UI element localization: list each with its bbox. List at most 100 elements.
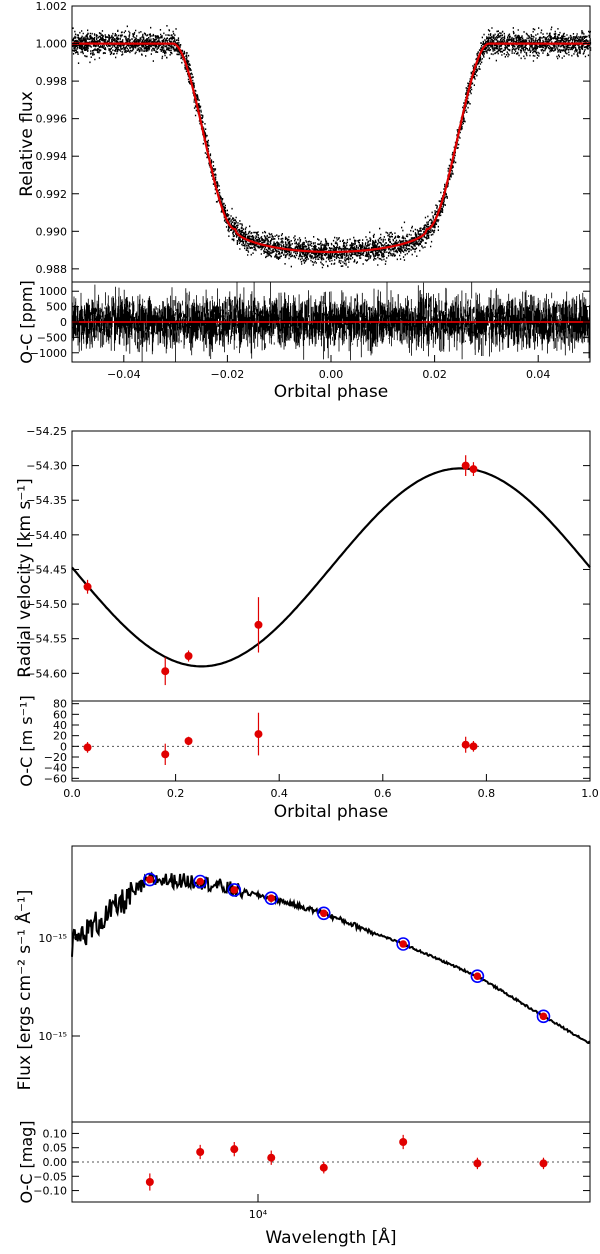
sed-residual-points	[145, 1134, 548, 1191]
rv-y-tick-label: −54.45	[26, 563, 67, 576]
sed-observed-point	[399, 940, 407, 948]
rv-residual-y-tick-label: 60	[53, 708, 67, 721]
rv-residual-y-tick-label: −40	[44, 762, 67, 775]
transit-model-curve	[72, 42, 590, 254]
sed-residual-point	[196, 1148, 205, 1156]
sed-residual-point	[473, 1159, 482, 1168]
sed-synthetic-point	[193, 874, 207, 889]
transit-y-tick-label: 1.000	[36, 38, 68, 51]
sed-xtick: 10⁴	[249, 1208, 268, 1221]
sed-residual-y-ticks: 0.10 0.050.00−0.05 −0.10	[33, 1127, 590, 1198]
transit-x-tick-label: 0.02	[422, 368, 447, 381]
rv-residual-point	[254, 730, 263, 739]
sed-observed-point	[319, 909, 328, 918]
transit-residual-y-ticks: −1000 −500 0 500 1000	[30, 285, 590, 360]
sed-observed-point	[146, 875, 154, 884]
sed-panel: 10⁻¹⁵ 10⁻¹⁵ Flux [ergs cm⁻² s⁻¹ Å⁻¹]	[13, 845, 591, 1123]
rv-residual-point	[83, 743, 92, 752]
rv-point	[161, 667, 170, 676]
sed-residual-point	[230, 1145, 239, 1154]
sed-residual-point	[399, 1138, 408, 1146]
sed-model-spectrum	[71, 871, 591, 1045]
sed-xlabel: Wavelength [Å]	[265, 1226, 396, 1248]
sed-residual-point	[539, 1159, 548, 1168]
transit-y-tick-label: 0.992	[36, 188, 68, 201]
rv-y-tick-label: −54.60	[26, 667, 67, 680]
rv-y-tick-label: −54.55	[26, 633, 67, 646]
transit-x-tick-label: −0.04	[107, 368, 141, 381]
rv-residual-point	[461, 740, 470, 749]
sed-residual-ylabel: O-C [mag]	[17, 1120, 36, 1203]
sed-photometry-points	[143, 872, 551, 1024]
sed-residual-y-tick-label: −0.05	[33, 1170, 67, 1183]
rv-residual-point	[161, 750, 170, 759]
sed-synthetic-point	[396, 937, 410, 951]
sed-observed-point	[473, 972, 482, 980]
sed-synthetic-point	[227, 883, 242, 897]
sed-residual-y-tick-label: −0.10	[33, 1185, 67, 1198]
rv-point	[184, 652, 193, 660]
sed-ylabel: Flux [ergs cm⁻² s⁻¹ Å⁻¹]	[13, 890, 35, 1091]
rv-ylabel: Radial velocity [km s⁻¹]	[15, 478, 35, 677]
sed-synthetic-point	[470, 969, 485, 983]
rv-residual-y-tick-label: −20	[44, 751, 67, 764]
rv-residual-ylabel: O-C [m s⁻¹]	[17, 695, 36, 786]
rv-y-tick-label: −54.50	[26, 598, 67, 611]
rv-point	[461, 461, 470, 470]
rv-x-ticks: 0.0 0.2 0.4 0.6 0.8 1.0	[63, 774, 599, 800]
transit-data-cloud	[72, 25, 592, 269]
rv-x-tick-label: 0.0	[63, 787, 81, 800]
rv-residual-y-tick-label: 40	[53, 719, 67, 732]
transit-y-tick-label: 0.994	[36, 150, 68, 163]
transit-x-ticks: −0.04 −0.02 0.00 0.02 0.04	[107, 355, 550, 381]
sed-synthetic-point	[264, 891, 279, 905]
transit-y-tick-label: 0.990	[36, 225, 68, 238]
sed-residual-panel: 0.10 0.050.00−0.05 −0.10 10⁴ O-C [mag] Wav…	[17, 1120, 591, 1248]
transit-residual-y-tick-label: −1000	[30, 347, 67, 360]
rv-residual-y-tick-label: 20	[53, 730, 67, 743]
rv-y-ticks: −54.25 −54.30 −54.35 −54.40 −54.45 −54.50 −54.…	[26, 425, 590, 680]
transit-residual-y-tick-label: 500	[46, 301, 67, 314]
rv-residual-point	[469, 742, 478, 751]
rv-x-tick-label: 0.2	[167, 787, 185, 800]
rv-residual-point	[184, 737, 193, 745]
rv-x-tick-label: 0.4	[270, 787, 288, 800]
sed-residual-point	[267, 1153, 276, 1162]
rv-residual-points	[83, 712, 478, 765]
rv-residual-plot-area	[71, 700, 591, 782]
rv-residual-y-tick-label: 80	[53, 698, 67, 711]
sed-ytick-2: 10⁻¹⁵	[38, 1030, 67, 1043]
rv-panel: −54.25 −54.30 −54.35 −54.40 −54.45 −54.50 −54.…	[15, 425, 591, 702]
rv-xlabel: Orbital phase	[274, 802, 388, 822]
transit-y-tick-label: 0.996	[36, 113, 68, 126]
rv-x-tick-label: 0.6	[374, 787, 392, 800]
rv-x-tick-label: 0.8	[478, 787, 496, 800]
transit-x-tick-label: 0.00	[319, 368, 344, 381]
transit-y-ticks: 0.988 0.990 0.992 0.994 0.996 0.998 1.000 1.002	[36, 0, 590, 276]
sed-synthetic-point	[536, 1009, 551, 1024]
rv-residual-y-tick-label: −60	[44, 772, 67, 785]
sed-observed-point	[230, 886, 239, 894]
rv-model-curve	[71, 467, 591, 668]
transit-panel: 0.988 0.990 0.992 0.994 0.996 0.998 1.000 1.002…	[17, 0, 592, 283]
sed-observed-point	[267, 894, 276, 902]
rv-data-points	[83, 455, 478, 686]
rv-y-tick-label: −54.40	[26, 529, 67, 542]
sed-residual-y-tick-label: 0.05	[43, 1142, 68, 1155]
transit-xlabel: Orbital phase	[274, 382, 388, 402]
transit-data-points	[72, 25, 592, 269]
rv-point	[83, 582, 92, 591]
rv-y-tick-label: −54.35	[26, 494, 67, 507]
sed-ytick-1: 10⁻¹⁵	[38, 932, 67, 945]
transit-residual-y-tick-label: 1000	[39, 285, 67, 298]
sed-synthetic-point	[143, 872, 157, 887]
transit-y-tick-label: 0.988	[36, 263, 68, 276]
sed-residual-y-tick-label: 0.00	[43, 1156, 68, 1169]
transit-residual-ylabel: O-C [ppm]	[17, 280, 36, 363]
transit-ylabel: Relative flux	[17, 91, 37, 197]
sed-residual-point	[319, 1163, 328, 1172]
transit-y-tick-label: 0.998	[36, 75, 68, 88]
sed-plot-area	[71, 845, 591, 1123]
